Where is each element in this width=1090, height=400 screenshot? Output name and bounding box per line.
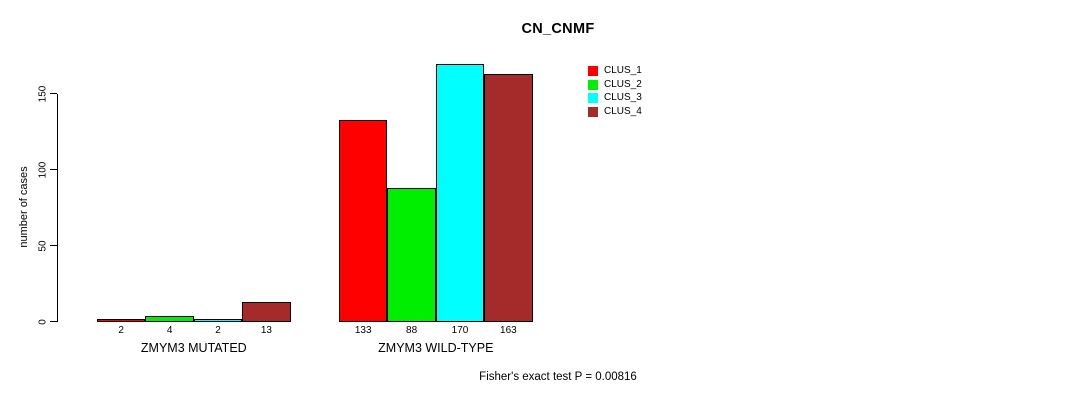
fisher-test-annotation: Fisher's exact test P = 0.00816 <box>479 371 637 383</box>
y-tick-label: 100 <box>37 161 49 178</box>
y-tick-mark <box>50 320 57 323</box>
y-tick-label: 50 <box>37 239 49 252</box>
legend-swatch <box>588 93 598 104</box>
y-tick-label: 150 <box>37 85 49 102</box>
legend-label: CLUS_4 <box>604 106 642 118</box>
bar <box>387 187 436 322</box>
legend-label: CLUS_3 <box>604 92 642 104</box>
bar-value-label: 13 <box>260 325 272 336</box>
bar <box>484 73 533 322</box>
y-axis-line <box>57 93 59 322</box>
y-tick-label: 0 <box>37 318 49 325</box>
group-label: ZMYM3 WILD-TYPE <box>378 341 494 355</box>
legend-swatch <box>588 66 598 76</box>
bar <box>193 318 243 322</box>
y-tick-mark <box>50 168 57 171</box>
legend-swatch <box>588 107 598 118</box>
bar-value-label: 2 <box>215 325 221 336</box>
y-axis-label: number of cases <box>18 166 30 248</box>
bar-value-label: 2 <box>118 325 124 336</box>
y-tick-mark <box>50 244 57 247</box>
bar-value-label: 170 <box>451 325 469 336</box>
legend-label: CLUS_1 <box>604 65 642 76</box>
bar-value-label: 163 <box>500 325 517 336</box>
group-label: ZMYM3 MUTATED <box>140 341 247 355</box>
bar <box>339 119 388 322</box>
bar <box>435 63 485 322</box>
bar <box>97 318 146 322</box>
chart-title: CN_CNMF <box>521 21 595 37</box>
legend-swatch <box>588 79 598 90</box>
legend-label: CLUS_2 <box>604 78 642 90</box>
bar-value-label: 88 <box>406 325 418 336</box>
bar-value-label: 4 <box>166 325 173 336</box>
bar-value-label: 133 <box>354 325 372 336</box>
bar <box>145 315 194 322</box>
y-tick-mark <box>50 92 57 95</box>
bar <box>242 301 291 322</box>
